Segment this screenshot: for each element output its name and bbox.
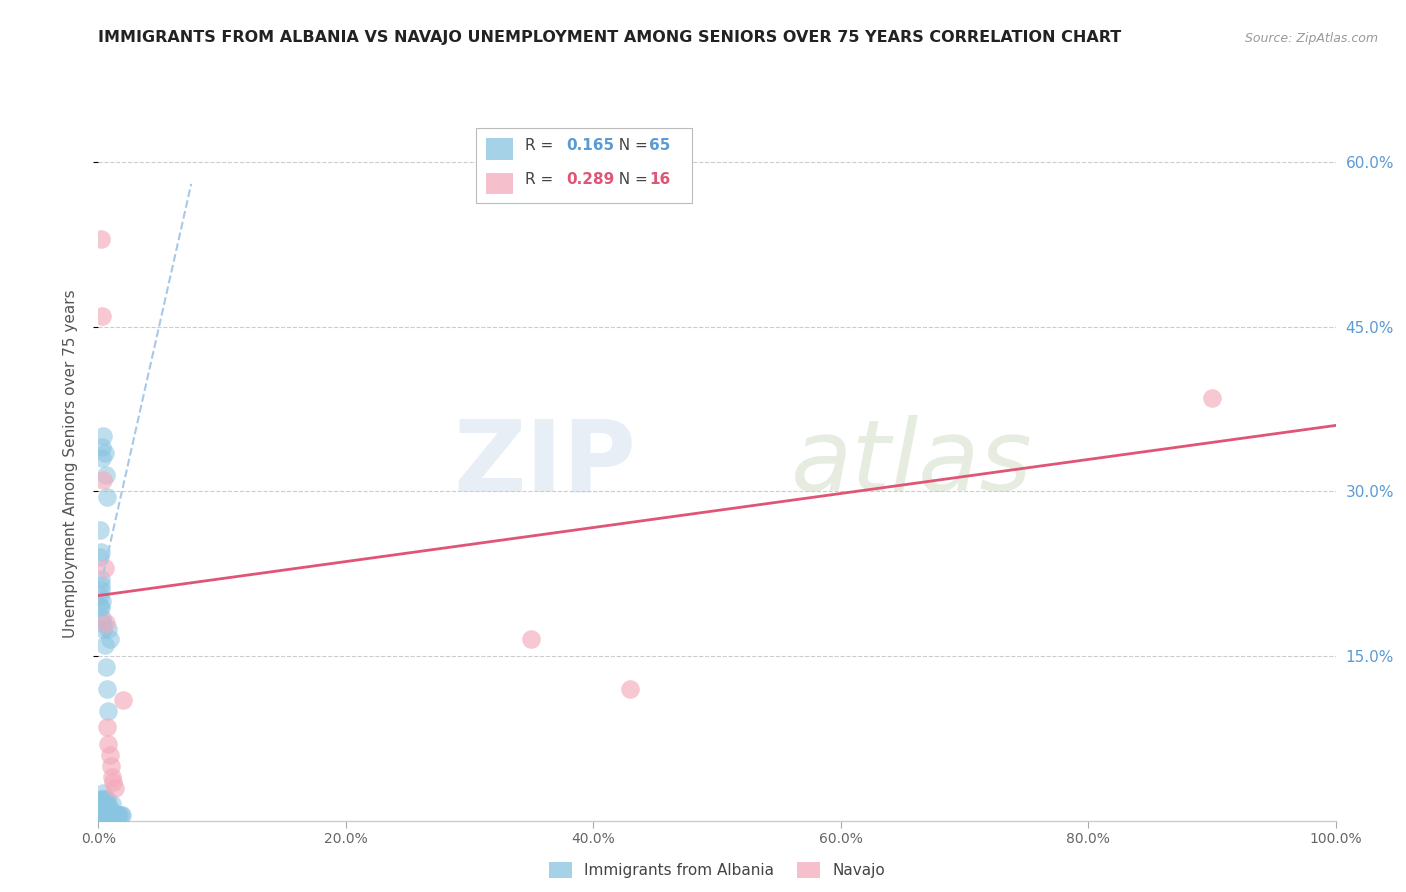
Point xyxy=(93,622,115,636)
Point xyxy=(93,473,115,487)
Point xyxy=(89,550,111,565)
Point xyxy=(89,599,111,614)
Text: N =: N = xyxy=(609,172,652,187)
Point xyxy=(93,561,115,575)
Point xyxy=(91,797,114,812)
Point xyxy=(112,693,135,707)
Point xyxy=(96,720,118,734)
Point xyxy=(103,808,125,822)
Point xyxy=(93,803,115,817)
Point xyxy=(91,791,114,805)
Point xyxy=(93,446,115,460)
Point xyxy=(96,490,118,504)
Point xyxy=(93,429,115,443)
Point xyxy=(91,441,114,455)
Point xyxy=(90,805,112,819)
Point xyxy=(100,758,122,772)
Point xyxy=(89,803,111,817)
Point xyxy=(90,808,112,822)
Point xyxy=(107,808,129,822)
Point xyxy=(93,797,115,812)
Point xyxy=(619,681,641,696)
Point xyxy=(91,594,114,608)
Point xyxy=(97,797,120,812)
Point xyxy=(103,808,125,822)
FancyBboxPatch shape xyxy=(475,128,692,203)
Text: R =: R = xyxy=(526,172,558,187)
Point xyxy=(103,780,125,795)
Point xyxy=(93,786,115,800)
Point xyxy=(110,808,132,822)
Point xyxy=(89,589,111,603)
Point xyxy=(94,797,117,812)
Point xyxy=(90,791,112,805)
Y-axis label: Unemployment Among Seniors over 75 years: Unemployment Among Seniors over 75 years xyxy=(63,290,77,638)
Point xyxy=(94,467,117,482)
Point xyxy=(101,797,124,812)
Point xyxy=(96,681,118,696)
Text: 16: 16 xyxy=(650,172,671,187)
Point xyxy=(97,808,120,822)
Point xyxy=(90,800,112,814)
Point xyxy=(103,775,125,789)
Point xyxy=(90,577,112,591)
Point xyxy=(90,599,112,614)
Point xyxy=(101,770,124,784)
Point xyxy=(96,791,118,805)
Text: R =: R = xyxy=(526,137,558,153)
Text: IMMIGRANTS FROM ALBANIA VS NAVAJO UNEMPLOYMENT AMONG SENIORS OVER 75 YEARS CORRE: IMMIGRANTS FROM ALBANIA VS NAVAJO UNEMPL… xyxy=(98,29,1122,45)
Point xyxy=(93,803,115,817)
FancyBboxPatch shape xyxy=(485,138,513,160)
Legend: Immigrants from Albania, Navajo: Immigrants from Albania, Navajo xyxy=(543,856,891,884)
Point xyxy=(89,797,111,812)
Point xyxy=(98,632,121,647)
Point xyxy=(94,803,117,817)
Point xyxy=(91,803,114,817)
Point xyxy=(94,615,117,630)
Text: 0.165: 0.165 xyxy=(567,137,614,153)
Point xyxy=(97,737,120,751)
Point xyxy=(93,638,115,652)
Point xyxy=(93,615,115,630)
Point xyxy=(97,622,120,636)
Point xyxy=(97,704,120,718)
Point xyxy=(94,660,117,674)
FancyBboxPatch shape xyxy=(485,173,513,194)
Point xyxy=(93,808,115,822)
Point xyxy=(93,791,115,805)
Point xyxy=(108,808,131,822)
Text: Source: ZipAtlas.com: Source: ZipAtlas.com xyxy=(1244,31,1378,45)
Point xyxy=(90,583,112,598)
Point xyxy=(100,808,122,822)
Point xyxy=(91,451,114,466)
Point xyxy=(98,808,121,822)
Point xyxy=(93,808,115,822)
Point xyxy=(89,523,111,537)
Text: 65: 65 xyxy=(650,137,671,153)
Point xyxy=(520,632,543,647)
Point xyxy=(90,544,112,558)
Point xyxy=(91,610,114,624)
Point xyxy=(94,808,117,822)
Point xyxy=(111,808,134,822)
Text: 0.289: 0.289 xyxy=(567,172,614,187)
Point xyxy=(1201,391,1223,405)
Point xyxy=(90,572,112,586)
Point xyxy=(104,808,127,822)
Point xyxy=(98,803,121,817)
Point xyxy=(96,808,118,822)
Point xyxy=(91,309,114,323)
Text: ZIP: ZIP xyxy=(454,416,637,512)
Point xyxy=(91,808,114,822)
Point xyxy=(101,808,124,822)
Point xyxy=(90,232,112,246)
Text: N =: N = xyxy=(609,137,652,153)
Point xyxy=(105,808,128,822)
Point xyxy=(89,808,111,822)
Point xyxy=(100,803,122,817)
Text: atlas: atlas xyxy=(792,416,1033,512)
Point xyxy=(96,803,118,817)
Point xyxy=(98,747,121,762)
